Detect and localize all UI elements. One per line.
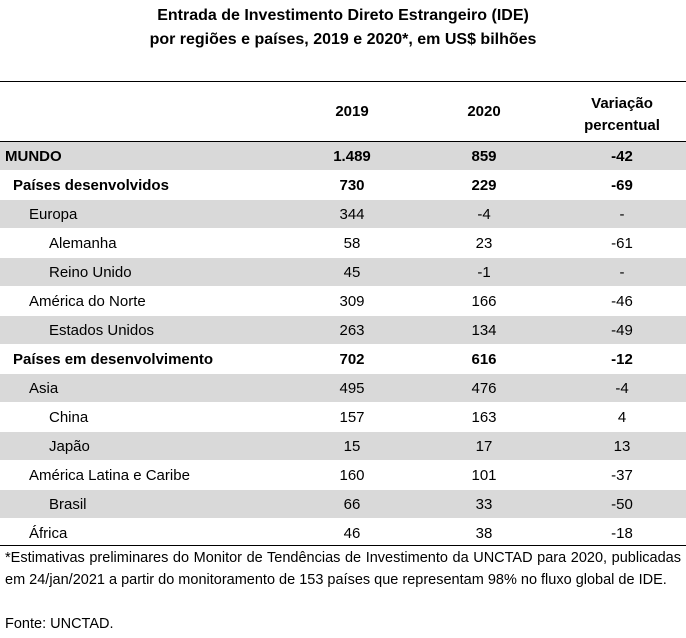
- row-label: Brasil: [49, 496, 87, 513]
- value-variation: -: [619, 264, 625, 281]
- table-row-mundo: MUNDO 1.489 859 -42: [0, 142, 686, 171]
- value-2019: 45: [343, 264, 361, 281]
- value-2019: 309: [339, 293, 365, 310]
- table-row-alemanha: Alemanha 58 23 -61: [0, 229, 686, 258]
- value-2019: 730: [339, 177, 365, 194]
- value-2020: 33: [475, 496, 493, 513]
- value-2019: 66: [343, 496, 361, 513]
- value-variation: -46: [611, 293, 633, 310]
- value-variation: -4: [615, 380, 629, 397]
- value-2020: 134: [471, 322, 497, 339]
- value-variation: -12: [611, 351, 633, 368]
- row-label: Países desenvolvidos: [13, 177, 169, 194]
- footnote: *Estimativas preliminares do Monitor de …: [5, 550, 681, 588]
- value-variation: 13: [613, 438, 631, 455]
- row-label: África: [29, 525, 68, 542]
- row-label: Asia: [29, 380, 59, 397]
- table-row-china: China 157 163 4: [0, 403, 686, 432]
- table-row-europa: Europa 344 -4 -: [0, 200, 686, 229]
- source-note: Fonte: UNCTAD.: [5, 616, 114, 632]
- value-variation: -61: [611, 235, 633, 252]
- fdi-table: 2019 2020 Variação percentual MUNDO 1.48…: [0, 81, 686, 548]
- value-2020: -1: [477, 264, 491, 281]
- title-line-2: por regiões e países, 2019 e 2020*, em U…: [149, 31, 537, 48]
- table-row-africa: África 46 38 -18: [0, 519, 686, 548]
- value-variation: -37: [611, 467, 633, 484]
- value-2019: 157: [339, 409, 365, 426]
- row-label: China: [49, 409, 89, 426]
- value-2019: 702: [339, 351, 365, 368]
- value-variation: -42: [611, 148, 633, 165]
- value-2020: 101: [471, 467, 497, 484]
- value-variation: -18: [611, 525, 633, 542]
- value-variation: -69: [611, 177, 633, 194]
- value-2020: -4: [477, 206, 491, 223]
- title-line-1: Entrada de Investimento Direto Estrangei…: [157, 7, 529, 24]
- header-variation-line-2: percentual: [584, 117, 660, 134]
- value-2020: 23: [475, 235, 493, 252]
- value-2020: 859: [471, 148, 497, 165]
- table-row-developed: Países desenvolvidos 730 229 -69: [0, 171, 686, 200]
- row-label: Alemanha: [49, 235, 117, 252]
- value-variation: 4: [617, 409, 627, 426]
- value-variation: -: [619, 206, 625, 223]
- value-2019: 1.489: [333, 148, 371, 165]
- value-variation: -49: [611, 322, 633, 339]
- row-label: América do Norte: [29, 293, 146, 310]
- value-2019: 263: [339, 322, 365, 339]
- row-label: América Latina e Caribe: [29, 467, 190, 484]
- table-row-reino-unido: Reino Unido 45 -1 -: [0, 258, 686, 287]
- value-2020: 616: [471, 351, 497, 368]
- row-label: Reino Unido: [49, 264, 132, 281]
- table-row-brasil: Brasil 66 33 -50: [0, 490, 686, 519]
- table-bottom-rule: [0, 545, 686, 546]
- value-2019: 46: [343, 525, 361, 542]
- value-2020: 38: [475, 525, 493, 542]
- row-label: MUNDO: [5, 148, 62, 165]
- table-row-america-latina: América Latina e Caribe 160 101 -37: [0, 461, 686, 490]
- value-2019: 160: [339, 467, 365, 484]
- value-2020: 17: [475, 438, 493, 455]
- value-variation: -50: [611, 496, 633, 513]
- row-label: Europa: [29, 206, 78, 223]
- value-2019: 495: [339, 380, 365, 397]
- value-2019: 344: [339, 206, 365, 223]
- row-label: Países em desenvolvimento: [13, 351, 214, 368]
- table-row-america-do-norte: América do Norte 309 166 -46: [0, 287, 686, 316]
- table-row-japao: Japão 15 17 13: [0, 432, 686, 461]
- table-header: 2019 2020 Variação percentual: [0, 82, 686, 142]
- value-2020: 166: [471, 293, 497, 310]
- table-title: Entrada de Investimento Direto Estrangei…: [0, 4, 686, 52]
- table-row-asia: Asia 495 476 -4: [0, 374, 686, 403]
- value-2019: 58: [343, 235, 361, 252]
- row-label: Estados Unidos: [49, 322, 155, 339]
- value-2020: 476: [471, 380, 497, 397]
- header-2019: 2019: [335, 103, 369, 120]
- table-row-estados-unidos: Estados Unidos 263 134 -49: [0, 316, 686, 345]
- header-variation-line-1: Variação: [591, 95, 653, 112]
- value-2020: 163: [471, 409, 497, 426]
- row-label: Japão: [49, 438, 90, 455]
- table-row-developing: Países em desenvolvimento 702 616 -12: [0, 345, 686, 374]
- value-2019: 15: [343, 438, 361, 455]
- value-2020: 229: [471, 177, 497, 194]
- header-2020: 2020: [467, 103, 501, 120]
- header-variation: Variação percentual: [560, 93, 684, 137]
